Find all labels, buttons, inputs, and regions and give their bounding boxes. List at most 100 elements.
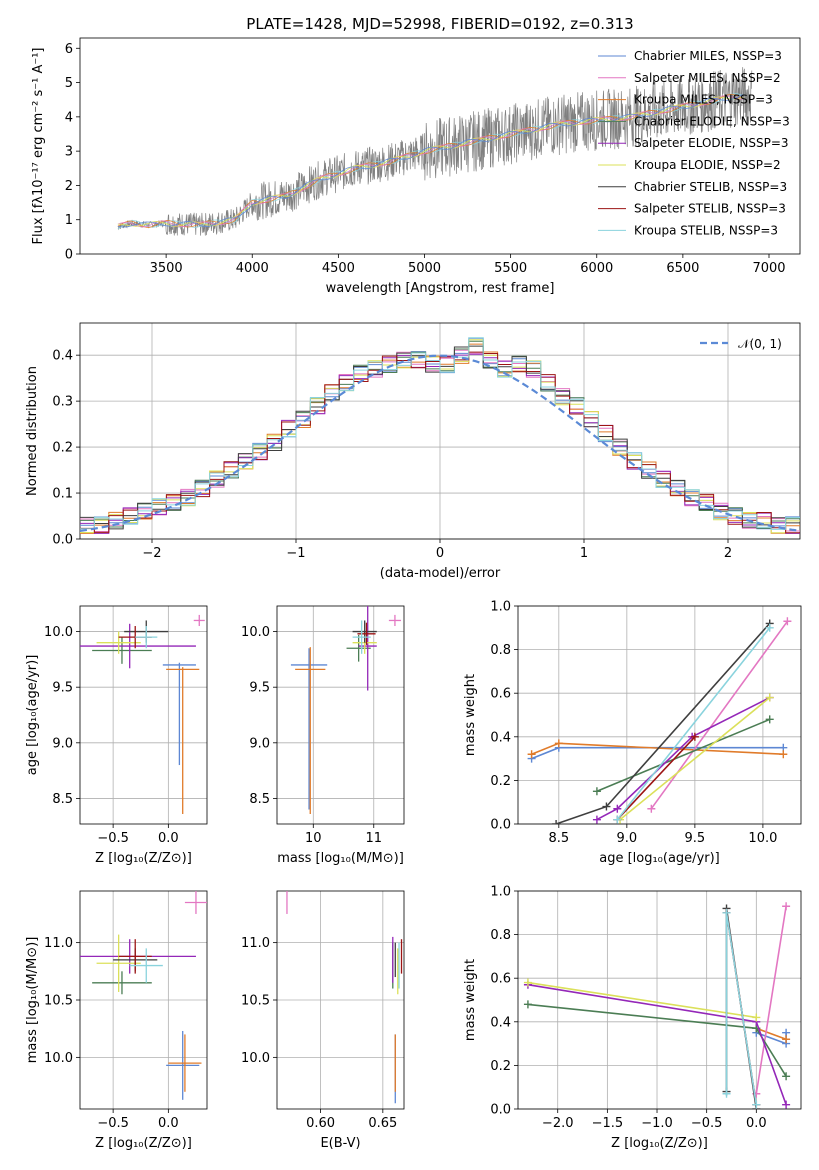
spectrum-xtick-label: 6000 bbox=[580, 261, 613, 276]
weight_vs_Z-series bbox=[523, 902, 791, 1109]
age_vs_Z-axes: −0.5 0.0 8.5 9.0 9.5 10.0 Z [log₁₀(Z/Z⊙)] age [… bbox=[25, 605, 208, 866]
weight_vs_age-ylabel: mass weight bbox=[463, 674, 478, 756]
weight-marker bbox=[592, 787, 601, 796]
residuals-axes: −2 −1 0 1 2 0.0 0.1 0.2 0.3 0.4 (data-model)/error… bbox=[25, 322, 801, 581]
mass_vs_ebv-xtick-label: 0.65 bbox=[368, 1116, 397, 1131]
age_vs_mass-axes: 10 11 8.5 9.0 9.5 10.0 mass [log₁₀(M/M⊙)] bbox=[241, 605, 405, 866]
weight_vs_Z-ytick-label: 0.8 bbox=[490, 928, 511, 943]
model-chabrier_miles bbox=[117, 94, 744, 228]
spectrum-legend: Chabrier MILES, NSSP=3 Salpeter MILES, NS… bbox=[598, 49, 790, 237]
spectrum-xtick-label: 3500 bbox=[150, 261, 183, 276]
mass_vs_Z-xtick-label: −0.5 bbox=[97, 1116, 129, 1131]
weight_vs_age-ytick-label: 1.0 bbox=[490, 600, 511, 615]
weight_vs_age-series bbox=[527, 617, 792, 824]
spectrum-xtick-label: 7000 bbox=[752, 261, 785, 276]
spectrum-ytick-label: 6 bbox=[65, 42, 73, 57]
weight_vs_Z-ytick-label: 0.2 bbox=[490, 1059, 511, 1074]
spectrum-xtick-label: 6500 bbox=[666, 261, 699, 276]
spectrum-lines bbox=[117, 67, 753, 236]
spectrum-ytick-label: 1 bbox=[65, 213, 73, 228]
weight-marker bbox=[592, 815, 601, 824]
mass_vs_Z-ytick-label: 10.0 bbox=[44, 1051, 73, 1066]
weight_vs_Z-ytick-label: 0.6 bbox=[490, 972, 511, 987]
weight-marker bbox=[782, 902, 791, 911]
weight-line bbox=[527, 981, 757, 1019]
mass_vs_ebv-ytick-label: 10.0 bbox=[241, 1051, 270, 1066]
legend-label: Salpeter MILES, NSSP=2 bbox=[634, 71, 781, 85]
mass_vs_ebv-ytick-label: 10.5 bbox=[241, 994, 270, 1009]
weight_vs_age-ytick-label: 0.6 bbox=[490, 687, 511, 702]
legend-label: 𝒩(0, 1) bbox=[738, 337, 782, 351]
weight-marker bbox=[552, 820, 561, 824]
weight-marker bbox=[527, 750, 536, 759]
spectrum-xtick-label: 4500 bbox=[322, 261, 355, 276]
age_vs_Z-ylabel: age [log₁₀(age/yr)] bbox=[25, 655, 40, 776]
weight-marker bbox=[752, 1100, 761, 1109]
legend-label: Kroupa MILES, NSSP=3 bbox=[634, 93, 773, 107]
mass_vs_ebv-points bbox=[286, 891, 403, 1104]
weight_vs_age-xtick-label: 9.5 bbox=[685, 831, 706, 846]
residuals-xtick-label: −1 bbox=[286, 546, 305, 561]
age_vs_Z-xlabel: Z [log₁₀(Z/Z⊙)] bbox=[95, 851, 192, 866]
age_vs_mass-points bbox=[290, 606, 401, 814]
model-kroupa_elodie bbox=[117, 96, 744, 227]
weight_vs_Z-xtick-label: −1.0 bbox=[641, 1116, 673, 1131]
mass_vs_Z-frame bbox=[79, 890, 208, 1110]
weight-marker bbox=[613, 804, 622, 813]
residuals-frame bbox=[79, 322, 801, 540]
legend-label: Salpeter STELIB, NSSP=3 bbox=[634, 202, 786, 216]
weight_vs_age-xtick-label: 8.5 bbox=[548, 831, 569, 846]
spectrum-ytick-label: 0 bbox=[65, 248, 73, 263]
spectrum-ytick-label: 4 bbox=[65, 110, 73, 125]
spectrum-xlabel: wavelength [Angstrom, rest frame] bbox=[326, 281, 555, 296]
age_vs_Z-frame bbox=[79, 605, 208, 825]
weight_vs_Z-ytick-label: 0.4 bbox=[490, 1015, 511, 1030]
age_vs_mass-ytick-label: 9.5 bbox=[249, 681, 270, 696]
weight-marker bbox=[722, 1089, 731, 1098]
weight-marker bbox=[782, 1100, 791, 1109]
legend-label: Chabrier STELIB, NSSP=3 bbox=[634, 180, 787, 194]
residuals-ytick-label: 0.4 bbox=[52, 349, 73, 364]
mass_vs_ebv-xtick-label: 0.60 bbox=[306, 1116, 335, 1131]
weight-marker bbox=[690, 732, 699, 741]
weight_vs_age-ytick-label: 0.8 bbox=[490, 643, 511, 658]
residuals-ytick-label: 0.1 bbox=[52, 487, 73, 502]
weight-marker bbox=[783, 617, 792, 626]
weight-line bbox=[756, 1027, 787, 1040]
weight_vs_age-ytick-label: 0.4 bbox=[490, 730, 511, 745]
spectrum-ytick-label: 2 bbox=[65, 179, 73, 194]
mass_vs_ebv-ytick-label: 11.0 bbox=[241, 936, 270, 951]
residuals-ytick-label: 0.0 bbox=[52, 533, 73, 548]
mass_vs_Z-ytick-label: 10.5 bbox=[44, 994, 73, 1009]
residuals-ytick-label: 0.2 bbox=[52, 441, 73, 456]
age_vs_Z-ytick-label: 8.5 bbox=[52, 792, 73, 807]
spectrum-xtick-label: 5500 bbox=[494, 261, 527, 276]
weight_vs_age-xlabel: age [log₁₀(age/yr)] bbox=[599, 851, 720, 866]
weight-marker bbox=[523, 1000, 532, 1009]
weight-marker bbox=[782, 1072, 791, 1081]
weight_vs_Z-xtick-label: −1.5 bbox=[592, 1116, 624, 1131]
weight_vs_Z-xtick-label: −0.5 bbox=[691, 1116, 723, 1131]
weight-line bbox=[616, 736, 696, 821]
age_vs_Z-points bbox=[80, 614, 205, 814]
weight-marker bbox=[752, 1013, 761, 1022]
observed-spectrum bbox=[117, 67, 753, 236]
age_vs_Z-xtick-label: 0.0 bbox=[158, 831, 179, 846]
weight-line bbox=[596, 718, 771, 793]
weight_vs_Z-axes: −2.0 −1.5 −1.0 −0.5 0.0 0.0 0.2 0.4 0.6 0.8 1.0 Z [… bbox=[463, 885, 802, 1151]
weight-marker bbox=[765, 693, 774, 702]
weight_vs_age-frame bbox=[517, 605, 802, 825]
weight-marker bbox=[602, 802, 611, 811]
residuals-ylabel: Normed distribution bbox=[25, 366, 40, 496]
weight_vs_age-ytick-label: 0.0 bbox=[490, 818, 511, 833]
spectrum-ytick-label: 3 bbox=[65, 145, 73, 160]
residuals-xtick-label: 0 bbox=[436, 546, 444, 561]
residuals-xtick-label: −2 bbox=[142, 546, 161, 561]
age_vs_mass-xtick-label: 10 bbox=[305, 831, 322, 846]
weight-marker bbox=[554, 739, 563, 748]
residual-hists bbox=[80, 337, 800, 534]
weight-marker bbox=[722, 908, 731, 917]
weight-marker bbox=[765, 623, 774, 632]
age_vs_mass-ytick-label: 8.5 bbox=[249, 792, 270, 807]
hist-kroupa_stelib bbox=[80, 337, 800, 530]
